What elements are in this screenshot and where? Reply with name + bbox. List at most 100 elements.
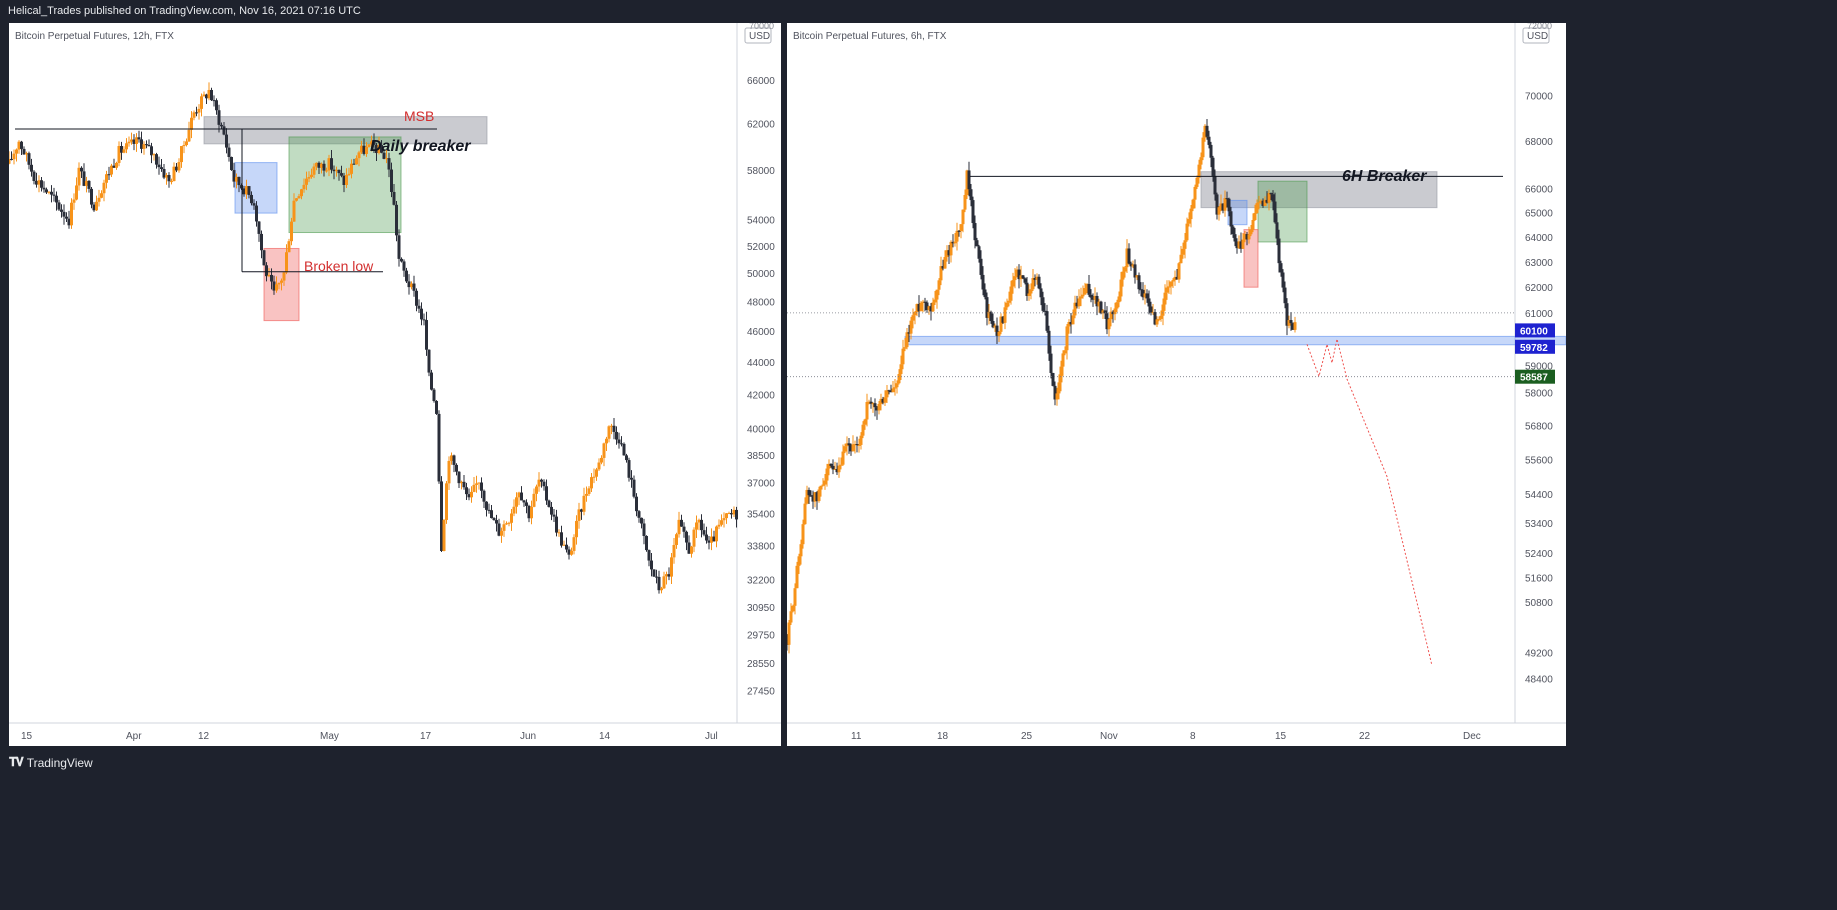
candle-body	[1131, 264, 1135, 267]
candle-body	[943, 257, 947, 269]
candle-body	[893, 387, 897, 389]
candle-body	[380, 144, 383, 153]
candle-body	[1181, 248, 1185, 255]
candle-body	[222, 126, 226, 135]
candle-body	[999, 316, 1003, 332]
candle-body	[881, 398, 885, 403]
price-tick-label: 65000	[1525, 208, 1553, 219]
candle-body	[100, 193, 103, 198]
candle-body	[917, 304, 921, 312]
time-tick-label: 25	[1021, 731, 1033, 742]
candle-body	[923, 301, 927, 303]
candle-body	[1091, 297, 1095, 300]
price-tick-label: 68000	[1525, 137, 1553, 148]
candle-body	[1187, 219, 1191, 224]
candle-body	[302, 184, 306, 190]
candle-body	[1167, 286, 1171, 288]
candle-body	[65, 216, 68, 219]
candle-body	[585, 493, 588, 496]
candle-body	[1269, 193, 1273, 195]
candle-body	[702, 530, 706, 535]
candle-body	[1231, 226, 1235, 235]
candle-body	[1057, 382, 1061, 394]
candle-body	[237, 176, 241, 186]
candle-body	[1005, 302, 1009, 308]
candle-body	[532, 493, 536, 507]
candle-body	[1147, 298, 1151, 307]
candle-body	[1079, 296, 1083, 299]
candle-body	[422, 319, 426, 321]
candle-body	[95, 201, 98, 211]
chart-panel-6h[interactable]: Bitcoin Perpetual Futures, 6h, FTX USD 720…	[787, 23, 1566, 746]
candle-body	[192, 112, 196, 118]
candle-body	[1193, 186, 1197, 200]
annotation-label: Daily breaker	[370, 138, 471, 155]
candle-body	[395, 204, 398, 236]
candle-body	[1211, 157, 1215, 176]
candle-body	[157, 164, 161, 168]
candle-body	[995, 325, 999, 336]
zone-zone	[203, 116, 488, 145]
candle-body	[1025, 282, 1029, 296]
candle-body	[1191, 199, 1195, 209]
candle-body	[650, 560, 653, 570]
candle-body	[941, 266, 945, 269]
candle-body	[1223, 198, 1227, 211]
candle-body	[1233, 234, 1237, 242]
candle-body	[317, 162, 321, 168]
candle-body	[45, 189, 48, 193]
candle-body	[819, 485, 823, 490]
time-tick-label: Jul	[705, 731, 718, 742]
candle-body	[685, 531, 688, 543]
chart-12h-svg[interactable]: Bitcoin Perpetual Futures, 12h, FTX USD70…	[9, 23, 781, 746]
price-tick-label: 58000	[1525, 389, 1553, 400]
candle-body	[1279, 263, 1283, 273]
price-tick-label: 66000	[1525, 184, 1553, 195]
candle-body	[105, 174, 108, 183]
candle-body	[347, 173, 351, 176]
candle-body	[1225, 198, 1229, 200]
candle-body	[372, 141, 376, 145]
candle-body	[801, 524, 805, 545]
candle-body	[687, 542, 691, 554]
candle-body	[285, 252, 288, 273]
candle-body	[811, 496, 815, 502]
candle-body	[883, 397, 887, 403]
candle-body	[67, 218, 71, 226]
candle-body	[857, 444, 861, 446]
candle-body	[672, 544, 676, 558]
candle-body	[622, 443, 626, 456]
candle-body	[320, 163, 323, 168]
candle-body	[425, 320, 428, 350]
candle-body	[600, 457, 603, 463]
candle-body	[727, 512, 731, 514]
candle-body	[853, 444, 857, 446]
candle-body	[382, 152, 386, 159]
candle-body	[427, 349, 431, 373]
candle-body	[921, 301, 925, 303]
candle-body	[327, 158, 331, 171]
currency-tag-box	[1522, 27, 1550, 44]
candle-body	[1117, 296, 1121, 303]
candle-body	[175, 166, 178, 171]
candle-body	[132, 139, 136, 144]
candle-body	[1129, 263, 1133, 267]
currency-tag: USD	[1527, 31, 1548, 42]
chart-6h-svg[interactable]: Bitcoin Perpetual Futures, 6h, FTX USD720…	[787, 23, 1566, 746]
price-tick-label: 49200	[1525, 649, 1553, 660]
candle-body	[437, 413, 441, 482]
candle-body	[1283, 287, 1287, 304]
price-tick-label: 32200	[747, 575, 775, 586]
price-tick-label: 48400	[1525, 675, 1553, 686]
candle-body	[717, 524, 721, 527]
candle-body	[1221, 203, 1225, 211]
candle-body	[610, 425, 613, 427]
chart-panel-12h[interactable]: Bitcoin Perpetual Futures, 12h, FTX USD 70…	[9, 23, 781, 746]
time-tick-label: 22	[1359, 731, 1371, 742]
candle-body	[492, 518, 496, 521]
brand-logo[interactable]: 𝐓𝐕 TradingView	[9, 755, 93, 770]
candle-body	[490, 510, 493, 519]
candle-body	[1237, 241, 1241, 249]
candle-body	[732, 509, 736, 515]
candle-body	[897, 374, 901, 384]
